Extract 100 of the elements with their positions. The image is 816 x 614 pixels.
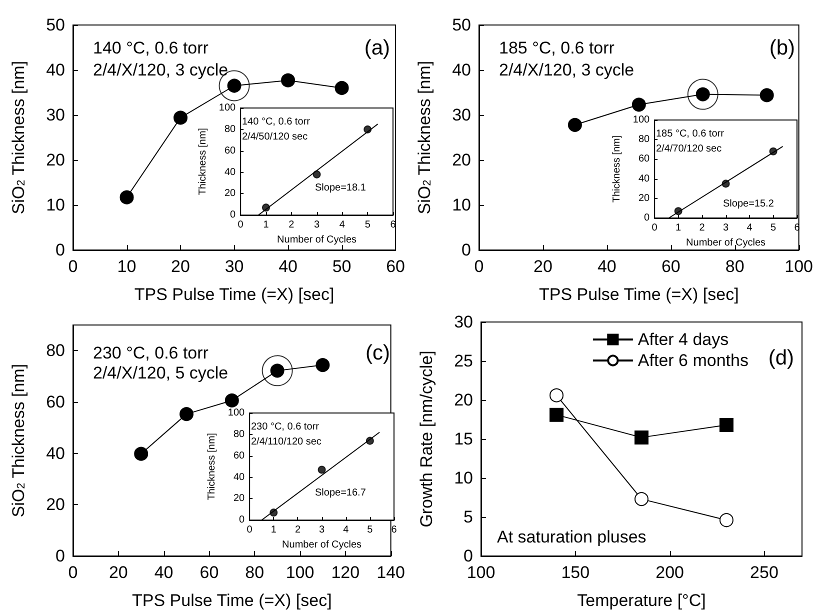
y-tick-label: 0: [56, 546, 65, 566]
annotation: 2/4/110/120 sec: [251, 436, 322, 448]
y-tick-label: 40: [638, 173, 650, 184]
y-tick-label: 80: [224, 124, 236, 135]
y-tick-label: 20: [452, 150, 471, 170]
y-axis-title: SiO2 Thickness [nm]: [9, 60, 28, 214]
annotation: 185 °C, 0.6 torr: [499, 38, 615, 58]
y-axis-title: Thickness [nm]: [612, 135, 622, 203]
y-tick-label: 40: [233, 472, 246, 483]
x-tick-label: 6: [391, 524, 398, 536]
y-tick-label: 50: [46, 16, 65, 34]
y-tick-label: 10: [454, 468, 473, 488]
point: [174, 110, 188, 125]
x-tick-label: 200: [656, 563, 684, 582]
x-tick-label: 5: [367, 524, 374, 536]
x-tick-label: 0: [68, 563, 78, 582]
x-tick-label: 20: [171, 257, 190, 276]
point: [634, 492, 648, 506]
x-tick-label: 4: [339, 220, 346, 231]
y-tick-label: 20: [46, 495, 65, 514]
x-tick-label: 60: [200, 563, 219, 582]
annotation: Slope=18.1: [315, 182, 366, 194]
x-tick-label: 40: [278, 257, 298, 276]
annotation: 2/4/X/120, 3 cycle: [499, 60, 634, 80]
y-tick-label: 80: [233, 428, 246, 440]
y-tick-label: 20: [454, 390, 473, 410]
y-tick-label: 10: [46, 196, 65, 214]
y-tick-label: 30: [46, 106, 65, 124]
y-tick-label: 30: [452, 106, 471, 124]
x-axis-title: Number of Cycles: [686, 237, 766, 248]
x-tick-label: 60: [661, 257, 680, 276]
y-tick-label: 0: [239, 514, 246, 526]
point: [281, 73, 296, 88]
y-axis-title: SiO2 Thickness [nm]: [9, 364, 28, 518]
x-axis-title: Number of Cycles: [282, 540, 362, 550]
annotation: At saturation pluses: [497, 528, 646, 546]
annotation: Slope=16.7: [315, 488, 366, 498]
y-tick-label: 80: [46, 341, 65, 360]
point: [719, 513, 734, 528]
y-tick-label: 0: [230, 210, 236, 221]
x-tick-label: 3: [723, 222, 730, 234]
x-tick-label: 0: [652, 222, 658, 234]
y-tick-label: 60: [46, 392, 65, 412]
annotation: 2/4/X/120, 3 cycle: [93, 60, 228, 80]
x-tick-label: 4: [343, 524, 350, 536]
legend-label: After 4 days: [638, 330, 729, 349]
x-tick-label: 2: [294, 524, 301, 536]
point: [550, 388, 564, 402]
annotation: 140 °C, 0.6 torr: [242, 116, 311, 128]
y-tick-label: 50: [452, 16, 471, 34]
point: [550, 408, 564, 422]
annotation: 2/4/70/120 sec: [656, 144, 722, 154]
y-axis-title: Thickness [nm]: [206, 432, 218, 500]
y-tick-label: 20: [46, 150, 65, 170]
x-tick-label: 100: [784, 257, 814, 276]
y-axis-title: Thickness [nm]: [198, 128, 208, 196]
x-tick-label: 5: [770, 222, 776, 234]
x-tick-label: 1: [676, 222, 682, 234]
y-axis-title: SiO2 Thickness [nm]: [415, 60, 434, 214]
point: [634, 430, 648, 444]
y-tick-label: 60: [638, 154, 650, 165]
x-axis-title: Temperature [°C]: [577, 591, 706, 610]
y-tick-label: 25: [454, 352, 473, 370]
x-tick-label: 5: [364, 220, 371, 231]
y-tick-label: 0: [644, 212, 650, 224]
y-tick-label: 30: [454, 312, 473, 332]
y-tick-label: 20: [638, 192, 650, 204]
x-tick-label: 10: [117, 257, 136, 276]
point: [120, 190, 134, 204]
x-tick-label: 20: [108, 563, 128, 582]
y-tick-label: 40: [224, 166, 236, 178]
point: [568, 118, 582, 132]
point: [180, 407, 194, 422]
y-tick-label: 100: [632, 114, 650, 126]
y-tick-label: 40: [452, 60, 471, 80]
x-tick-label: 40: [154, 563, 174, 582]
point: [632, 98, 646, 112]
point: [312, 170, 321, 178]
x-tick-label: 120: [331, 563, 360, 582]
y-tick-label: 0: [462, 240, 471, 260]
x-tick-label: 3: [319, 524, 326, 536]
annotation: (b): [769, 36, 795, 60]
annotation: Slope=15.2: [723, 198, 774, 210]
x-tick-label: 60: [386, 257, 406, 276]
y-tick-label: 20: [224, 188, 236, 200]
point: [316, 358, 330, 372]
x-tick-label: 80: [725, 257, 744, 276]
x-tick-label: 140: [376, 563, 406, 582]
y-tick-label: 0: [464, 546, 473, 566]
x-tick-label: 4: [746, 222, 753, 234]
y-tick-label: 40: [46, 60, 65, 80]
x-axis-title: Number of Cycles: [277, 234, 357, 246]
x-tick-label: 1: [270, 524, 277, 536]
annotation: 185 °C, 0.6 torr: [656, 128, 725, 140]
y-tick-label: 100: [218, 102, 236, 114]
annotation: (c): [366, 342, 390, 364]
x-tick-label: 3: [314, 220, 320, 231]
annotation: 230 °C, 0.6 torr: [93, 344, 209, 362]
point: [760, 88, 774, 102]
y-tick-label: 20: [233, 493, 246, 504]
